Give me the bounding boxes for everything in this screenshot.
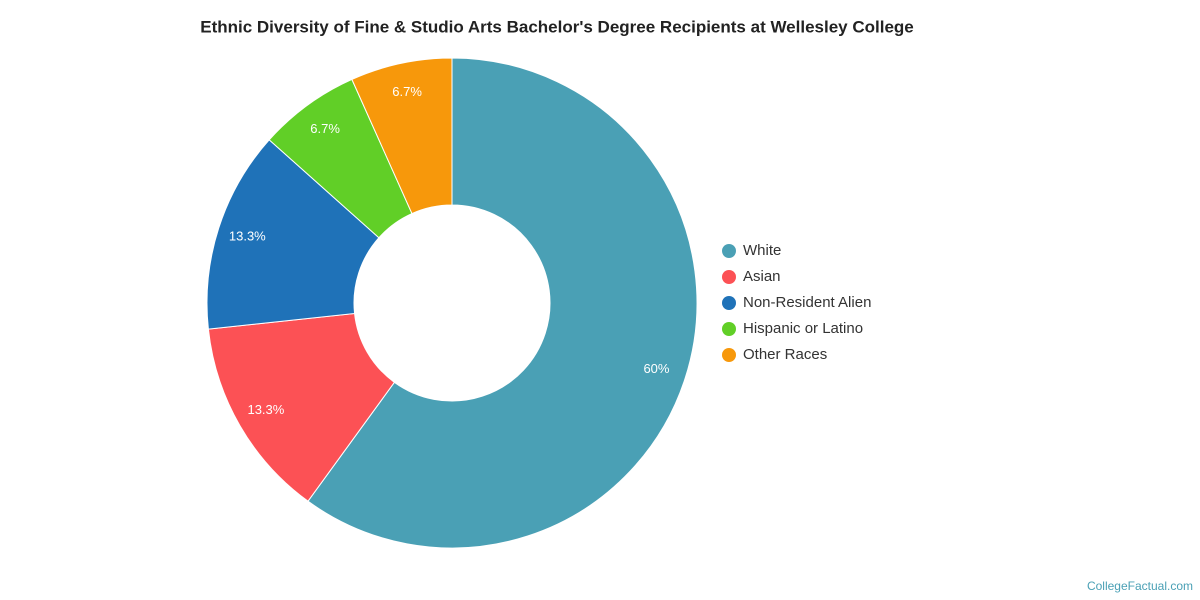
value-label: 13.3% <box>247 402 284 417</box>
legend-marker <box>722 296 736 310</box>
donut-slice <box>307 57 698 549</box>
legend-marker <box>722 348 736 362</box>
value-label: 6.7% <box>310 121 340 136</box>
legend-label: White <box>743 242 781 259</box>
value-label: 6.7% <box>392 84 422 99</box>
legend-label: Asian <box>743 268 781 285</box>
donut-slice <box>351 57 453 215</box>
legend-label: Hispanic or Latino <box>743 320 863 337</box>
donut-slice <box>207 312 396 502</box>
legend-label: Non-Resident Alien <box>743 294 871 311</box>
legend-label: Other Races <box>743 346 827 363</box>
donut-slice <box>206 139 380 330</box>
legend-marker <box>722 244 736 258</box>
chart-title: Ethnic Diversity of Fine & Studio Arts B… <box>200 17 914 36</box>
legend-marker <box>722 270 736 284</box>
source[interactable]: CollegeFactual.com <box>1087 579 1193 593</box>
value-label: 13.3% <box>229 229 266 244</box>
value-label: 60% <box>643 361 669 376</box>
legend-marker <box>722 322 736 336</box>
